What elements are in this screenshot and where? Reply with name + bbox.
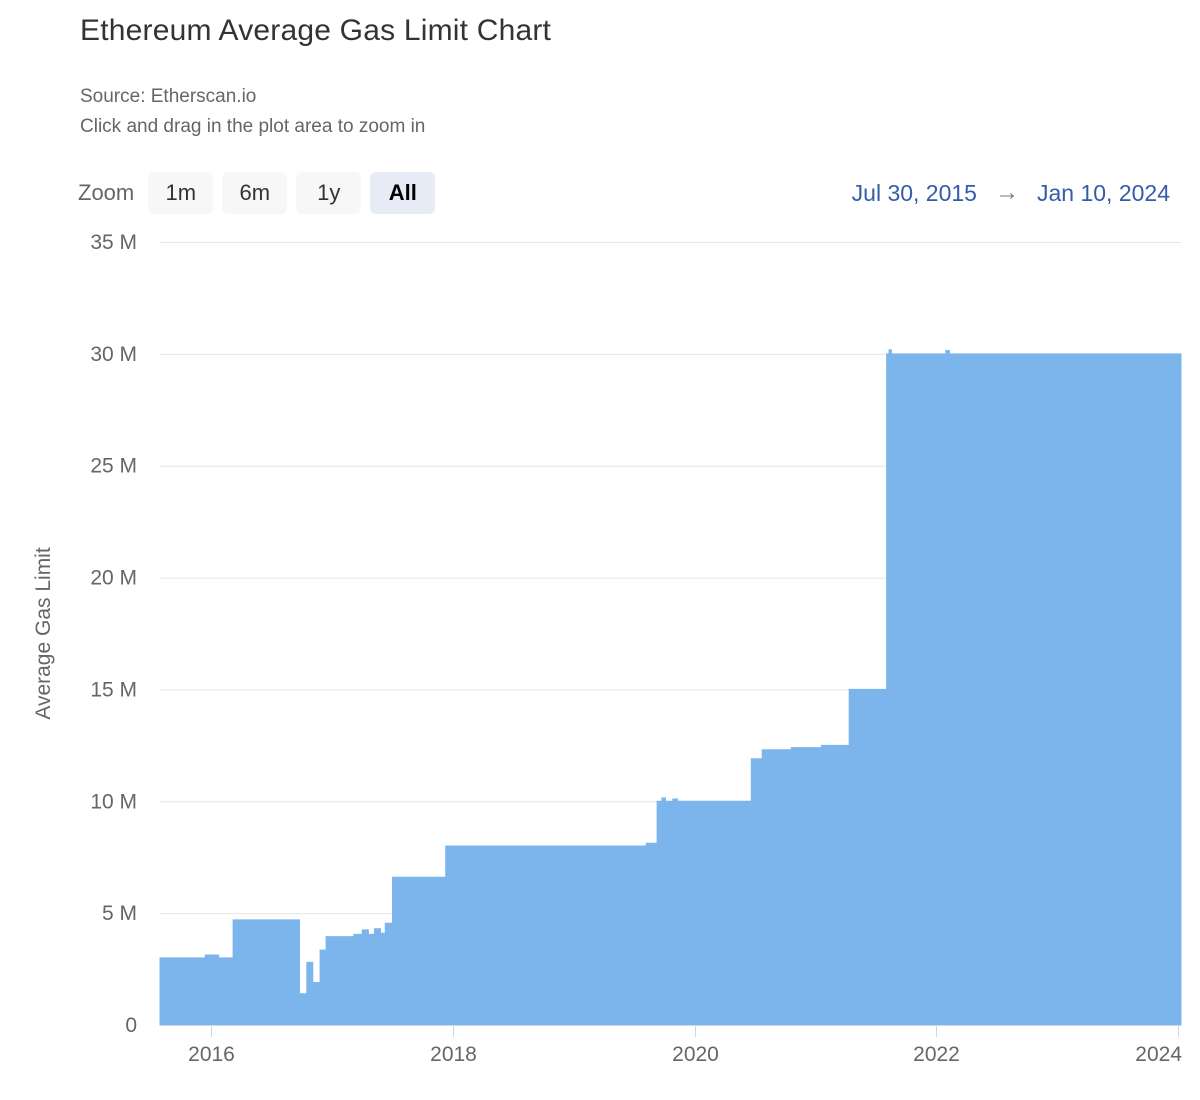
chart-subtitle: Source: Etherscan.io Click and drag in t…: [80, 82, 425, 142]
range-start-date[interactable]: Jul 30, 2015: [851, 179, 977, 206]
y-tick-label: 0: [125, 1014, 137, 1037]
zoom-button-1m[interactable]: 1m: [148, 172, 214, 214]
y-tick-label: 30 M: [90, 343, 137, 366]
y-axis-labels: 0 5 M 10 M 15 M 20 M 25 M 30 M 35 M: [90, 231, 137, 1037]
zoom-button-all[interactable]: All: [370, 172, 436, 214]
date-range-display: Jul 30, 2015 → Jan 10, 2024: [852, 172, 1170, 214]
zoom-button-1y[interactable]: 1y: [296, 172, 362, 214]
x-tick-label: 2018: [430, 1043, 477, 1066]
y-tick-label: 15 M: [90, 678, 137, 701]
x-tick-label: 2016: [188, 1043, 235, 1066]
x-tick-label: 2022: [913, 1043, 960, 1066]
range-end-date[interactable]: Jan 10, 2024: [1036, 179, 1170, 206]
zoom-button-6m[interactable]: 6m: [222, 172, 288, 214]
y-tick-label: 20 M: [90, 567, 137, 590]
y-tick-label: 25 M: [90, 455, 137, 478]
range-arrow-icon: →: [994, 179, 1019, 206]
x-tick-label: 2024: [1135, 1043, 1182, 1066]
zoom-label: Zoom: [78, 180, 135, 205]
y-tick-label: 35 M: [90, 231, 137, 254]
area-series[interactable]: [159, 349, 1182, 1026]
x-tick-label: 2020: [672, 1043, 719, 1066]
y-axis-title: Average Gas Limit: [32, 547, 55, 720]
y-tick-label: 5 M: [102, 902, 137, 925]
source-label: Source: Etherscan.io: [80, 86, 257, 107]
page-title: Ethereum Average Gas Limit Chart: [80, 14, 552, 47]
zoom-toolbar: Zoom 1m 6m 1y All: [78, 172, 444, 214]
zoom-hint-label: Click and drag in the plot area to zoom …: [80, 116, 426, 137]
y-tick-label: 10 M: [90, 790, 137, 813]
x-axis-labels: 2016 2018 2020 2022 2024: [188, 1043, 1182, 1066]
x-tick-marks: [211, 1025, 1179, 1037]
